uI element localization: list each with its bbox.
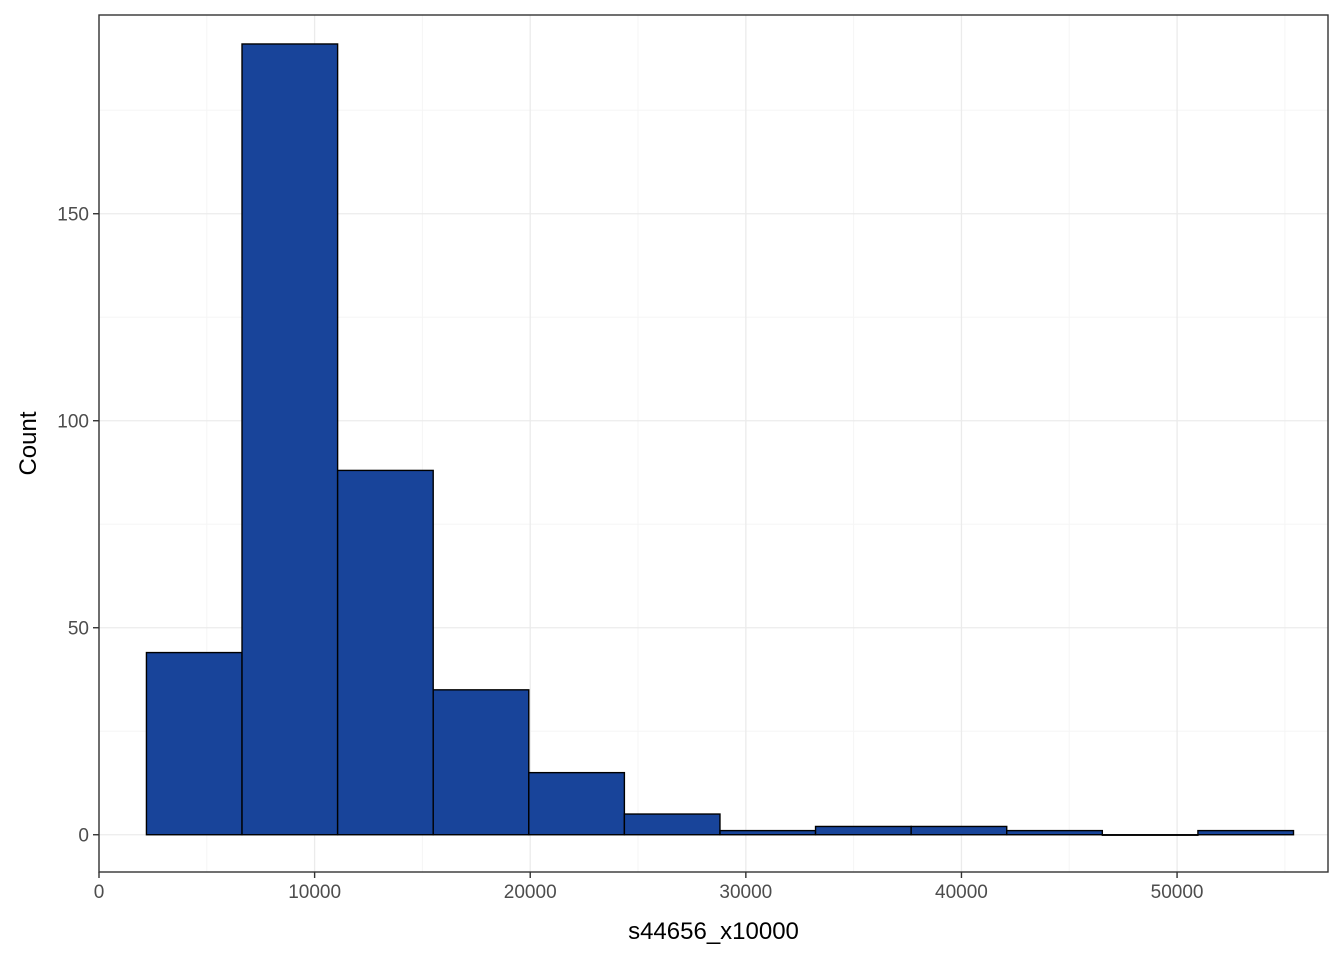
histogram-bar-1 [145,651,243,836]
y-axis-title: Count [15,411,42,475]
histogram-bar-4 [432,689,530,836]
histogram-bar-5 [528,771,626,836]
y-axis: 0 50 100 150 [57,205,99,847]
panel-border [98,14,1329,873]
histogram-bars [145,43,1295,836]
x-axis: 0 10000 20000 30000 40000 50000 [94,872,1204,903]
y-tick-label: 0 [78,826,89,847]
x-tick-label: 10000 [288,882,341,903]
x-axis-title: s44656_x10000 [628,918,799,945]
y-tick-label: 100 [57,412,89,433]
histogram-bar-10 [1006,829,1104,836]
histogram-bar-11 [1101,834,1199,836]
x-tick-label: 30000 [719,882,772,903]
histogram-bar-7 [719,829,817,836]
x-tick-label: 40000 [935,882,988,903]
histogram-bar-2 [241,43,339,836]
histogram-bar-8 [814,825,912,836]
y-tick-label: 50 [68,619,89,640]
x-tick-label: 20000 [504,882,557,903]
histogram-bar-3 [336,469,434,836]
x-tick-label: 0 [94,882,105,903]
y-tick-label: 150 [57,205,89,226]
histogram-bar-12 [1197,829,1295,836]
histogram-bar-9 [910,825,1008,836]
histogram-bar-6 [623,813,721,836]
x-tick-label: 50000 [1151,882,1204,903]
